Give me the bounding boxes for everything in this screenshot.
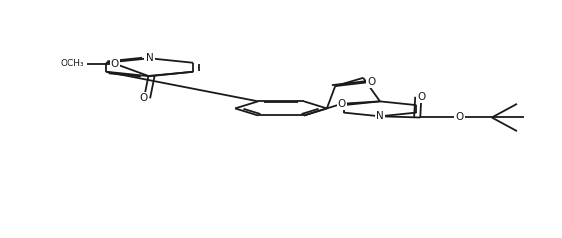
- Text: O: O: [455, 113, 464, 123]
- Text: O: O: [338, 99, 346, 109]
- Text: O: O: [111, 59, 119, 69]
- Text: N: N: [376, 111, 384, 121]
- Text: N: N: [146, 53, 153, 63]
- Text: O: O: [368, 77, 376, 87]
- Text: O: O: [417, 92, 425, 102]
- Text: OCH₃: OCH₃: [61, 59, 84, 68]
- Text: O: O: [140, 93, 148, 103]
